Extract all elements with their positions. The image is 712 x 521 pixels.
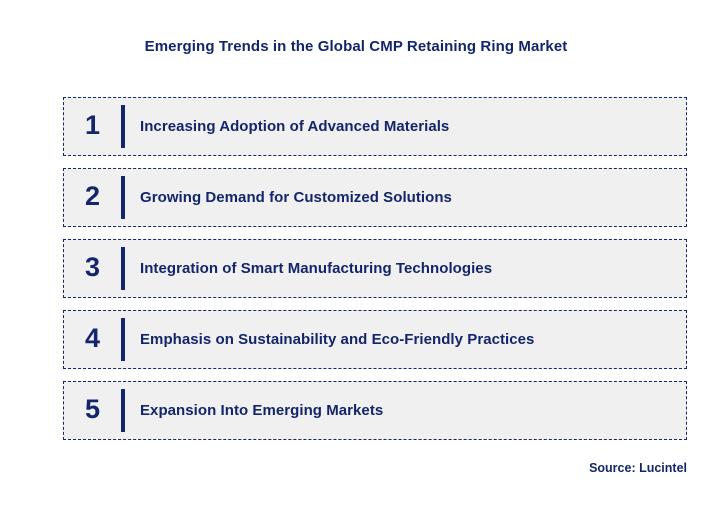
trend-row-2: 2 Growing Demand for Customized Solution… xyxy=(63,168,687,227)
trend-row-3: 3 Integration of Smart Manufacturing Tec… xyxy=(63,239,687,298)
trend-divider-icon-5 xyxy=(121,389,125,432)
source-attribution: Source: Lucintel xyxy=(589,461,687,475)
trend-divider-icon-2 xyxy=(121,176,125,219)
trend-row-4: 4 Emphasis on Sustainability and Eco-Fri… xyxy=(63,310,687,369)
trend-label-3: Integration of Smart Manufacturing Techn… xyxy=(140,260,493,277)
trend-number-1: 1 xyxy=(84,110,101,140)
trend-list: 1 Increasing Adoption of Advanced Materi… xyxy=(63,97,687,440)
trend-divider-icon-3 xyxy=(121,247,125,290)
trend-label-2: Growing Demand for Customized Solutions xyxy=(140,189,452,206)
trend-number-5: 5 xyxy=(84,394,101,424)
trend-label-4: Emphasis on Sustainability and Eco-Frien… xyxy=(140,331,535,348)
trend-divider-icon-1 xyxy=(121,105,125,148)
trend-number-3: 3 xyxy=(84,252,101,282)
trend-divider-icon-4 xyxy=(121,318,125,361)
trend-label-1: Increasing Adoption of Advanced Material… xyxy=(140,118,450,135)
trend-number-2: 2 xyxy=(84,181,101,211)
page-title: Emerging Trends in the Global CMP Retain… xyxy=(144,38,568,55)
trend-row-5: 5 Expansion Into Emerging Markets xyxy=(63,381,687,440)
trend-row-1: 1 Increasing Adoption of Advanced Materi… xyxy=(63,97,687,156)
trend-number-4: 4 xyxy=(84,323,101,353)
trend-label-5: Expansion Into Emerging Markets xyxy=(140,402,384,419)
